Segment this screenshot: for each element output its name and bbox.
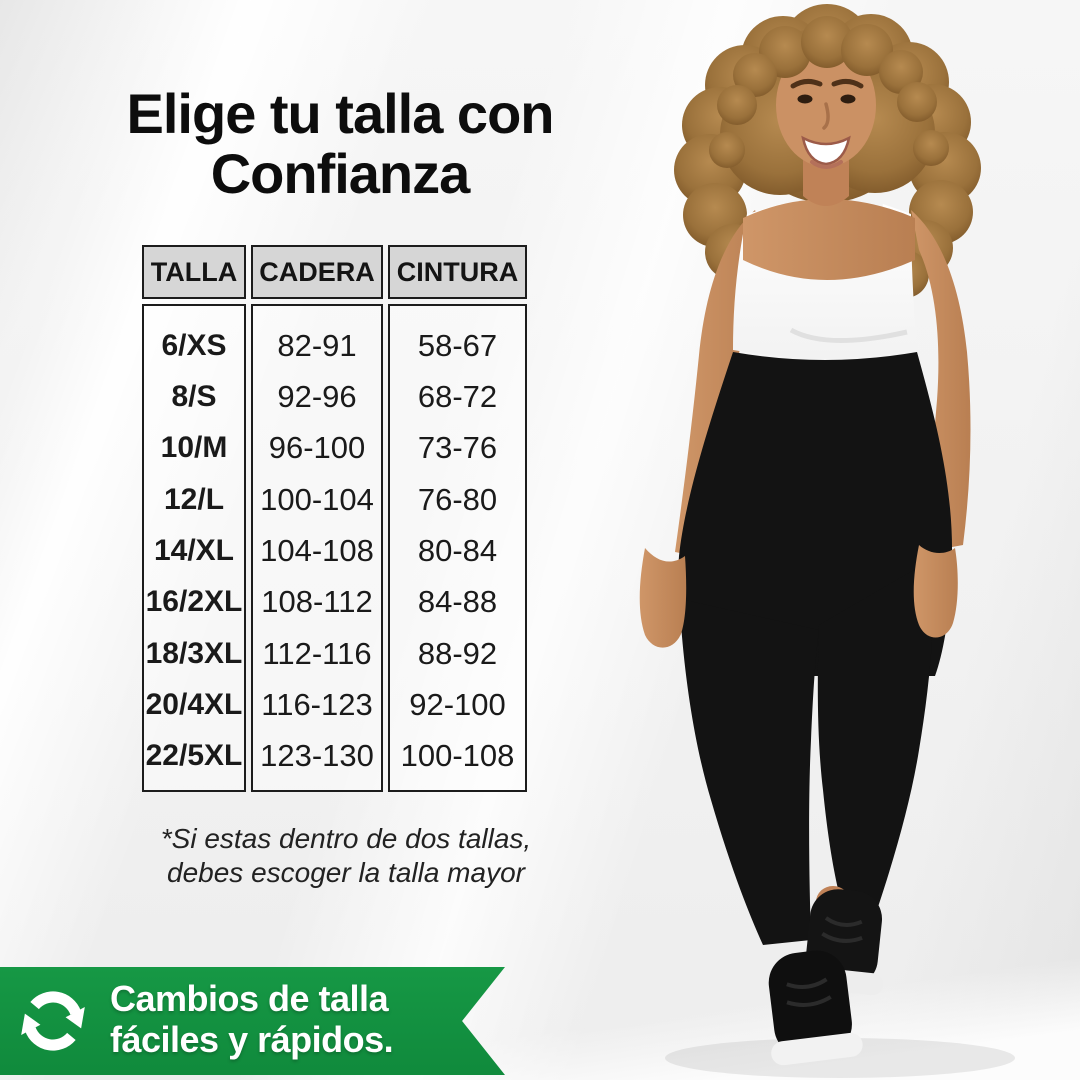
smile xyxy=(801,135,851,166)
size-label: 6/XS xyxy=(161,328,227,362)
size-table-body: 6/XS 8/S 10/M 12/L 14/XL 16/2XL 18/3XL 20/4XL 22… xyxy=(142,304,527,792)
nose xyxy=(822,102,830,130)
size-label: 8/S xyxy=(171,379,217,413)
lower-lip xyxy=(810,160,843,169)
header-cell-talla: TALLA xyxy=(142,245,246,299)
title-line-1: Elige tu talla con xyxy=(126,82,555,145)
measurement-range: 80-84 xyxy=(417,532,498,568)
size-footnote: *Si estas dentro de dos tallas, debes es… xyxy=(40,822,652,890)
exchange-arrows-icon xyxy=(21,991,85,1051)
eye-right xyxy=(840,94,856,104)
eye-left xyxy=(797,94,813,104)
eyebrow-right xyxy=(831,78,864,89)
measurement-range: 100-104 xyxy=(260,481,374,517)
cintura-column: 58-67 68-72 73-76 76-80 80-84 84-88 88-92 92-10… xyxy=(388,304,527,792)
measurement-range: 68-72 xyxy=(417,378,498,414)
size-label: 16/2XL xyxy=(145,585,243,619)
measurement-range: 123-130 xyxy=(260,738,374,774)
sneaker-front xyxy=(768,950,863,1066)
size-label: 12/L xyxy=(163,482,225,516)
measurement-range: 92-100 xyxy=(409,686,506,722)
hair-front xyxy=(709,16,949,168)
bust-shadow xyxy=(789,327,908,344)
model-photo xyxy=(639,4,1015,1078)
talla-column: 6/XS 8/S 10/M 12/L 14/XL 16/2XL 18/3XL 20/4XL 22… xyxy=(142,304,246,792)
measurement-range: 100-108 xyxy=(400,738,515,774)
size-label: 14/XL xyxy=(153,533,235,567)
footnote-line-1: *Si estas dentro de dos tallas, xyxy=(160,823,532,854)
measurement-range: 84-88 xyxy=(417,584,498,620)
measurement-range: 112-116 xyxy=(262,635,372,671)
page-title: Elige tu talla con Confianza xyxy=(40,84,640,204)
leggings xyxy=(677,352,953,945)
measurement-range: 73-76 xyxy=(417,430,498,466)
face xyxy=(776,43,876,169)
measurement-range: 92-96 xyxy=(277,378,357,414)
measurement-range: 88-92 xyxy=(417,635,498,671)
size-table: TALLA CADERA CINTURA 6/XS 8/S 10/M 12/L 14/X… xyxy=(142,245,527,792)
measurement-range: 108-112 xyxy=(261,584,373,620)
chest-skin xyxy=(743,199,915,280)
measurement-range: 58-67 xyxy=(417,327,498,363)
hands xyxy=(639,545,958,648)
size-table-header: TALLA CADERA CINTURA xyxy=(142,245,527,299)
measurement-range: 76-80 xyxy=(417,481,498,517)
header-cell-cintura: CINTURA xyxy=(388,245,527,299)
footnote-line-2: debes escoger la talla mayor xyxy=(167,857,525,888)
banner-line-2: fáciles y rápidos. xyxy=(110,1019,394,1060)
size-label: 10/M xyxy=(160,431,228,465)
size-label: 20/4XL xyxy=(145,687,243,721)
eyebrow-left xyxy=(790,78,823,89)
exchange-banner: Cambios de talla fáciles y rápidos. xyxy=(0,967,505,1075)
size-label: 22/5XL xyxy=(145,739,243,773)
header-cell-cadera: CADERA xyxy=(251,245,383,299)
measurement-range: 96-100 xyxy=(268,430,366,466)
measurement-range: 82-91 xyxy=(277,327,357,363)
measurement-range: 104-108 xyxy=(260,532,374,568)
size-label: 18/3XL xyxy=(145,636,243,670)
title-line-2: Confianza xyxy=(210,142,471,205)
measurement-range: 116-123 xyxy=(261,686,373,722)
cadera-column: 82-91 92-96 96-100 100-104 104-108 108-112 112… xyxy=(251,304,383,792)
banner-line-1: Cambios de talla xyxy=(110,978,389,1019)
banner-text: Cambios de talla fáciles y rápidos. xyxy=(110,978,394,1060)
